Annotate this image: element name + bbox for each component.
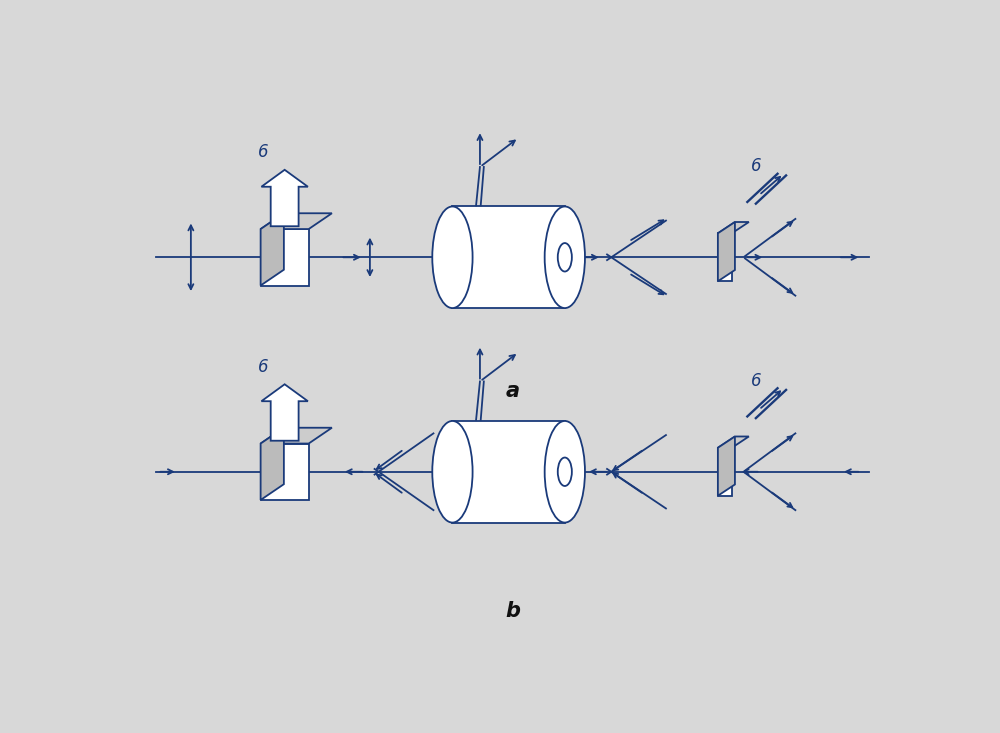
Polygon shape xyxy=(718,448,732,496)
Polygon shape xyxy=(261,170,308,226)
Text: 6: 6 xyxy=(258,144,269,161)
Text: a: a xyxy=(505,381,520,401)
Polygon shape xyxy=(718,436,735,496)
Polygon shape xyxy=(261,428,284,500)
Ellipse shape xyxy=(432,207,473,308)
Ellipse shape xyxy=(558,243,572,271)
Polygon shape xyxy=(718,222,749,233)
Ellipse shape xyxy=(558,457,572,486)
Ellipse shape xyxy=(545,207,585,308)
Text: 6: 6 xyxy=(751,158,762,175)
Polygon shape xyxy=(261,213,332,229)
Ellipse shape xyxy=(545,421,585,523)
Polygon shape xyxy=(261,213,284,286)
Polygon shape xyxy=(452,207,565,308)
Text: 6: 6 xyxy=(258,358,269,376)
Polygon shape xyxy=(261,428,332,443)
Polygon shape xyxy=(718,222,735,281)
Polygon shape xyxy=(261,229,309,286)
Text: 6: 6 xyxy=(751,372,762,390)
Polygon shape xyxy=(452,421,565,523)
Polygon shape xyxy=(718,436,749,448)
Polygon shape xyxy=(718,233,732,281)
Polygon shape xyxy=(261,443,309,500)
Ellipse shape xyxy=(432,421,473,523)
Text: b: b xyxy=(505,601,520,622)
Polygon shape xyxy=(261,384,308,441)
